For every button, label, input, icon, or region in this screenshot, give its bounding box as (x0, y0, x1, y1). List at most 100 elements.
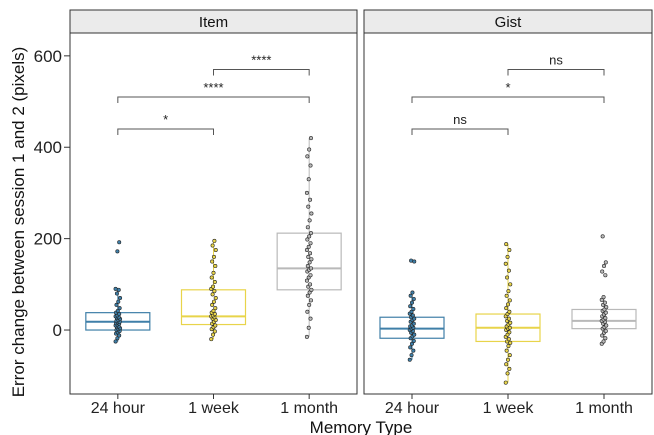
data-point (507, 248, 512, 253)
data-point (409, 258, 414, 263)
data-point (306, 177, 311, 182)
data-point (213, 323, 218, 328)
data-point (602, 300, 607, 305)
comparison-bracket: **** (117, 80, 310, 103)
box-1-month (276, 136, 342, 339)
data-point (507, 330, 512, 335)
data-point (308, 298, 313, 303)
bracket-line (117, 128, 214, 135)
data-point (603, 316, 608, 321)
data-point (114, 302, 119, 307)
data-point (506, 289, 511, 294)
x-tick-label: 24 hour (385, 400, 440, 417)
data-point (308, 197, 313, 202)
data-point (213, 296, 218, 301)
data-point (506, 316, 511, 321)
box-24-hour (85, 240, 151, 344)
bracket-line (117, 96, 310, 103)
data-point (411, 307, 416, 312)
data-point (212, 280, 217, 285)
data-point (304, 278, 309, 283)
data-point (305, 237, 310, 242)
data-point (411, 296, 416, 301)
data-point (504, 362, 509, 367)
data-point (210, 259, 215, 264)
box-1-month (571, 234, 637, 346)
significance-label: * (505, 80, 510, 95)
significance-label: **** (203, 80, 223, 95)
data-point (603, 260, 608, 265)
significance-label: ns (549, 53, 563, 68)
data-point (115, 336, 120, 341)
x-axis-label: Memory Type (310, 418, 413, 435)
data-point (507, 309, 512, 314)
data-point (306, 204, 311, 209)
data-point (411, 348, 416, 353)
data-point (307, 290, 312, 295)
data-point (308, 231, 313, 236)
bracket-line (507, 69, 605, 76)
data-point (307, 218, 312, 223)
data-point (305, 154, 310, 159)
data-point (603, 273, 608, 278)
data-point (603, 328, 608, 333)
y-tick-label: 400 (34, 138, 62, 157)
data-point (600, 269, 605, 274)
comparison-bracket: * (411, 80, 605, 103)
data-point (113, 339, 118, 344)
data-point (211, 284, 216, 289)
data-point (305, 309, 310, 314)
comparison-bracket: **** (213, 53, 310, 76)
data-point (505, 357, 510, 362)
data-point (308, 136, 313, 141)
data-point (505, 254, 510, 259)
data-point (306, 244, 311, 249)
data-point (308, 316, 313, 321)
y-tick-label: 200 (34, 230, 62, 249)
data-point (506, 344, 511, 349)
data-point (508, 282, 513, 287)
significance-label: ns (453, 112, 467, 127)
box-1-week (475, 242, 541, 385)
data-point (600, 333, 605, 338)
comparison-bracket: * (117, 112, 214, 135)
y-axis-label: Error change between session 1 and 2 (pi… (9, 47, 28, 398)
box-24-hour (379, 258, 445, 362)
y-tick-label: 0 (53, 321, 62, 340)
bracket-line (411, 128, 509, 135)
data-point (309, 257, 314, 262)
data-point (504, 293, 509, 298)
data-point (209, 337, 214, 342)
data-point (308, 251, 313, 256)
data-point (117, 333, 122, 338)
significance-label: **** (251, 53, 271, 68)
data-point (600, 234, 605, 239)
x-tick-label: 1 week (483, 400, 535, 417)
data-point (409, 341, 414, 346)
data-point (115, 308, 120, 313)
box-1-week (180, 238, 247, 342)
data-point (304, 190, 309, 195)
data-point (601, 295, 606, 300)
data-point (305, 225, 310, 230)
data-point (309, 211, 314, 216)
comparison-bracket: ns (507, 53, 605, 76)
data-point (410, 313, 415, 318)
data-point (307, 302, 312, 307)
data-point (309, 287, 314, 292)
data-point (408, 293, 413, 298)
data-point (505, 275, 510, 280)
data-point (409, 353, 414, 358)
data-point (213, 248, 218, 253)
data-point (308, 273, 313, 278)
panel-title: Gist (495, 14, 523, 31)
data-point (211, 254, 216, 259)
data-point (604, 323, 609, 328)
data-point (307, 234, 312, 239)
data-point (503, 380, 508, 385)
x-tick-label: 1 month (280, 400, 338, 417)
data-point (211, 332, 216, 337)
data-point (117, 306, 122, 311)
data-point (304, 248, 309, 253)
data-point (212, 329, 217, 334)
